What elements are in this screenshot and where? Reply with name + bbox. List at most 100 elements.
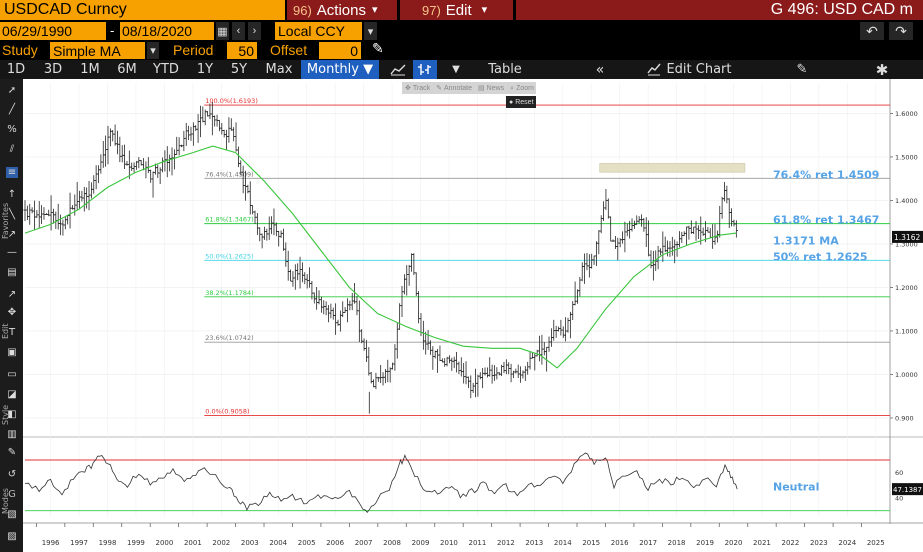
offset-label: Offset xyxy=(270,42,308,58)
x-tick-label: 2011 xyxy=(469,539,487,547)
note-tool-icon[interactable]: ▣ xyxy=(7,347,17,358)
study-select[interactable]: Simple MA xyxy=(50,42,145,59)
collapse-icon[interactable]: « xyxy=(595,61,605,78)
last-price-label: 1.3162 xyxy=(894,233,920,242)
level-callout: 61.8% ret 1.3467 xyxy=(773,214,879,227)
end-date-input[interactable]: 08/18/2020 xyxy=(120,22,214,40)
period-button-ytd[interactable]: YTD xyxy=(153,62,179,77)
fib-level-label: 50.0%(1.2625) xyxy=(205,252,253,260)
ticker-field[interactable]: USDCAD Curncy xyxy=(0,0,285,20)
trash-icon[interactable]: ▨ xyxy=(7,531,17,542)
period-button-6m[interactable]: 6M xyxy=(117,62,137,77)
bar-chart-icon[interactable] xyxy=(413,60,437,79)
track-button[interactable]: Track xyxy=(412,84,431,92)
percent-tool-icon[interactable]: % xyxy=(7,124,17,135)
ray-tool-icon[interactable]: ↗ xyxy=(7,229,17,240)
fibonacci-retracement[interactable]: 100.0%(1.6193) 76.4%(1.4509) 61.8%(1.3467)… xyxy=(204,97,890,416)
chevron-down-icon[interactable]: ▾ xyxy=(147,42,159,59)
period-button-1m[interactable]: 1M xyxy=(80,62,100,77)
study-label: Study xyxy=(2,42,38,58)
chevron-left-icon[interactable]: ‹ xyxy=(232,22,245,40)
channel-tool-icon[interactable]: ⫽ xyxy=(9,144,15,155)
level-callout: 76.4% ret 1.4509 xyxy=(773,168,879,181)
marker-tool-icon[interactable]: ◪ xyxy=(7,389,17,400)
undo-icon[interactable]: ↶ xyxy=(860,22,884,40)
chevron-down-icon[interactable]: ▼ xyxy=(452,64,460,75)
x-tick-label: 2004 xyxy=(269,539,287,547)
hline-tool-icon[interactable]: — xyxy=(7,247,17,258)
fib-level-label: 76.4%(1.4509) xyxy=(205,170,253,178)
resistance-zone xyxy=(599,163,746,173)
label-tool-icon[interactable]: ▭ xyxy=(7,369,17,380)
zoom-button[interactable]: Zoom xyxy=(516,84,534,92)
arrow-tool-icon[interactable]: ↗ xyxy=(7,289,17,300)
rsi-status-label: Neutral xyxy=(773,480,819,493)
reset-view-icon[interactable]: ↺ xyxy=(7,469,17,480)
x-tick-label: 2018 xyxy=(668,539,686,547)
chart-plot-area[interactable]: 100.0%(1.6193) 76.4%(1.4509) 61.8%(1.3467)… xyxy=(23,79,923,552)
track-icon[interactable]: ✥ xyxy=(405,84,411,92)
period-button-1y[interactable]: 1Y xyxy=(196,62,214,77)
function-label: G 496: USD CAD m xyxy=(770,1,913,18)
start-date-input[interactable]: 06/29/1990 xyxy=(0,22,106,40)
calendar-icon[interactable]: ▦ xyxy=(216,22,229,40)
level-callouts: 76.4% ret 1.4509 61.8% ret 1.3467 1.3171 M… xyxy=(773,168,879,263)
move-icon[interactable]: ✥ xyxy=(7,307,17,318)
arrow-up-tool-icon[interactable]: ↑ xyxy=(7,189,17,200)
moving-average-line xyxy=(24,145,737,369)
chevron-right-icon[interactable]: › xyxy=(248,22,261,40)
pencil-icon[interactable]: ✎ xyxy=(372,41,384,57)
pen-tool-icon[interactable]: ✎ xyxy=(7,447,17,458)
mode-tool-icon[interactable]: ▧ xyxy=(7,509,17,520)
price-panel-bg xyxy=(23,79,923,437)
reset-icon: ● xyxy=(509,98,514,106)
chevron-down-icon[interactable]: ▾ xyxy=(364,22,377,40)
period-input[interactable]: 50 xyxy=(227,42,257,59)
actions-menu[interactable]: 96) Actions ▾ xyxy=(287,0,397,20)
y-tick-label: 1.6000 xyxy=(895,110,918,118)
fibonacci-tool-icon[interactable]: ≡ xyxy=(6,167,18,178)
offset-input[interactable]: 0 xyxy=(319,42,361,59)
y-tick-label: 0.900 xyxy=(895,414,914,422)
news-button[interactable]: News xyxy=(486,84,505,92)
text-tool-icon[interactable]: T xyxy=(8,327,16,338)
x-tick-label: 2020 xyxy=(725,539,743,547)
trend-tool-icon[interactable]: ╲ xyxy=(8,209,16,220)
title-bar: USDCAD Curncy 96) Actions ▾ 97) Edit ▾ G… xyxy=(0,0,923,20)
line-tool-icon[interactable]: ╱ xyxy=(8,104,16,115)
annotate-icon[interactable]: ✎ xyxy=(796,62,808,77)
mode-g-icon[interactable]: G xyxy=(8,489,16,500)
rectangle-tool-icon[interactable]: ▤ xyxy=(7,267,17,278)
gear-icon[interactable]: ✱ xyxy=(875,60,889,79)
period-button-1d[interactable]: 1D xyxy=(6,62,26,77)
price-bars xyxy=(23,101,738,414)
period-button-3d[interactable]: 3D xyxy=(43,62,63,77)
rsi-last-label: 47.1387 xyxy=(893,486,922,494)
period-button-5y[interactable]: 5Y xyxy=(230,62,248,77)
edit-menu[interactable]: 97) Edit ▾ xyxy=(400,0,513,20)
zoom-icon[interactable]: ⌕ xyxy=(510,84,515,92)
price-chart[interactable]: 100.0%(1.6193) 76.4%(1.4509) 61.8%(1.3467)… xyxy=(23,79,923,552)
reset-button[interactable]: ● Reset xyxy=(506,96,536,108)
line-chart-icon[interactable] xyxy=(386,60,410,79)
cursor-icon[interactable]: ➚ xyxy=(7,85,17,96)
lock-tool-icon[interactable]: ▥ xyxy=(7,429,17,440)
redo-icon[interactable]: ↷ xyxy=(889,22,913,40)
favorites-label: Favorites xyxy=(1,202,10,239)
x-tick-label: 1996 xyxy=(42,539,60,547)
x-tick-label: 1998 xyxy=(99,539,117,547)
x-tick-label: 2014 xyxy=(554,539,572,547)
annotate-small-icon[interactable]: ✎ xyxy=(436,84,442,92)
x-tick-label: 2010 xyxy=(440,539,458,547)
period-button-max[interactable]: Max xyxy=(265,62,293,77)
frequency-select[interactable]: Monthly ▼ xyxy=(301,60,379,79)
news-icon[interactable]: ▤ xyxy=(478,84,485,92)
level-callout: 1.3171 MA xyxy=(773,235,839,248)
x-tick-label: 2007 xyxy=(355,539,373,547)
edit-chart-button[interactable]: Edit Chart xyxy=(666,62,732,77)
eraser-tool-icon[interactable]: ◧ xyxy=(7,409,17,420)
table-button[interactable]: Table xyxy=(488,62,522,77)
annotate-button[interactable]: Annotate xyxy=(444,84,473,92)
currency-select[interactable]: Local CCY xyxy=(275,22,362,40)
